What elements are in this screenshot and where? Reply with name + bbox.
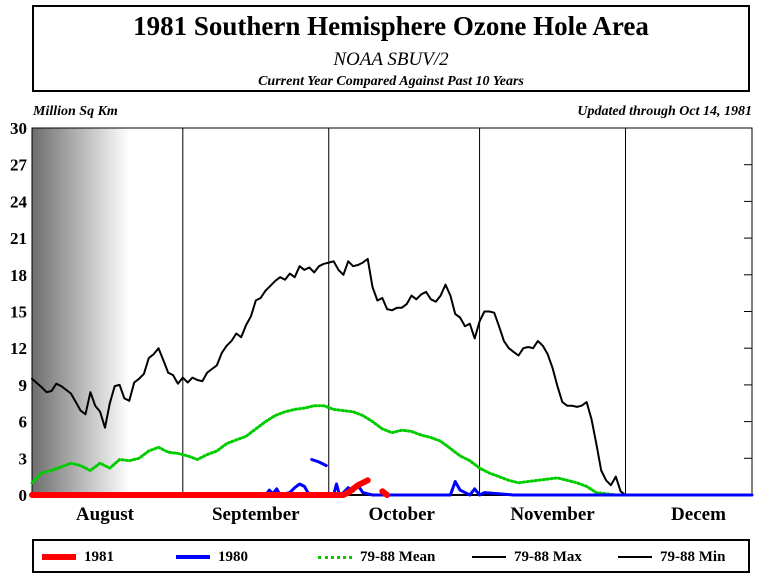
legend-item-1981: 1981: [42, 547, 114, 567]
y-tick-label: 6: [19, 413, 28, 432]
legend-label-1981: 1981: [84, 548, 114, 565]
y-tick-label: 15: [10, 303, 27, 322]
legend-label-min: 79-88 Min: [660, 548, 726, 565]
updated-label: Updated through Oct 14, 1981: [577, 104, 752, 119]
legend-swatch-max: [472, 556, 506, 558]
y-tick-label: 12: [10, 339, 27, 358]
legend: 1981 1980 79-88 Mean 79-88 Max 79-88 Min: [32, 539, 750, 573]
legend-label-mean: 79-88 Mean: [360, 548, 436, 565]
chart-area: August September October November Decem 0 3 6 9 1…: [10, 119, 754, 525]
y-tick-label: 21: [10, 229, 27, 248]
chart-subtitle: NOAA SBUV/2: [333, 49, 449, 70]
chart-caption: Current Year Compared Against Past 10 Ye…: [258, 74, 524, 89]
series-line-1981: [379, 488, 391, 498]
legend-item-mean: 79-88 Mean: [318, 547, 435, 567]
legend-label-1980: 1980: [218, 548, 248, 565]
plot-frame: [31, 127, 753, 496]
series-line-79-88-max: [31, 257, 627, 496]
early-august-shading: [32, 128, 130, 495]
y-tick-label: 3: [19, 449, 28, 468]
legend-swatch-min: [618, 556, 652, 558]
series-line-79-88-mean: [30, 404, 666, 497]
series-line-1981: [29, 477, 371, 498]
series-line-1980: [30, 480, 754, 497]
legend-swatch-1981: [42, 554, 76, 560]
legend-swatch-mean: [318, 555, 352, 559]
y-tick-label: 24: [10, 192, 28, 211]
title-box: 1981 Southern Hemisphere Ozone Hole Area…: [32, 5, 750, 92]
y-tick-label: 18: [10, 266, 27, 285]
x-tick-label: August: [76, 504, 135, 525]
series-line-1980: [310, 458, 328, 468]
y-axis-unit-label: Million Sq Km: [33, 104, 118, 119]
y-tick-label: 0: [19, 486, 28, 505]
chart-title: 1981 Southern Hemisphere Ozone Hole Area: [133, 11, 649, 41]
x-tick-label: October: [368, 504, 435, 525]
x-tick-label: September: [212, 504, 300, 525]
x-tick-label: Decem: [671, 504, 726, 525]
y-tick-label: 30: [10, 119, 27, 138]
legend-label-max: 79-88 Max: [514, 548, 582, 565]
legend-item-max: 79-88 Max: [472, 547, 582, 567]
legend-swatch-1980: [176, 555, 210, 559]
y-tick-label: 27: [10, 156, 28, 175]
y-tick-label: 9: [19, 376, 28, 395]
legend-item-min: 79-88 Min: [618, 547, 725, 567]
legend-item-1980: 1980: [176, 547, 248, 567]
x-tick-label: November: [510, 504, 595, 525]
